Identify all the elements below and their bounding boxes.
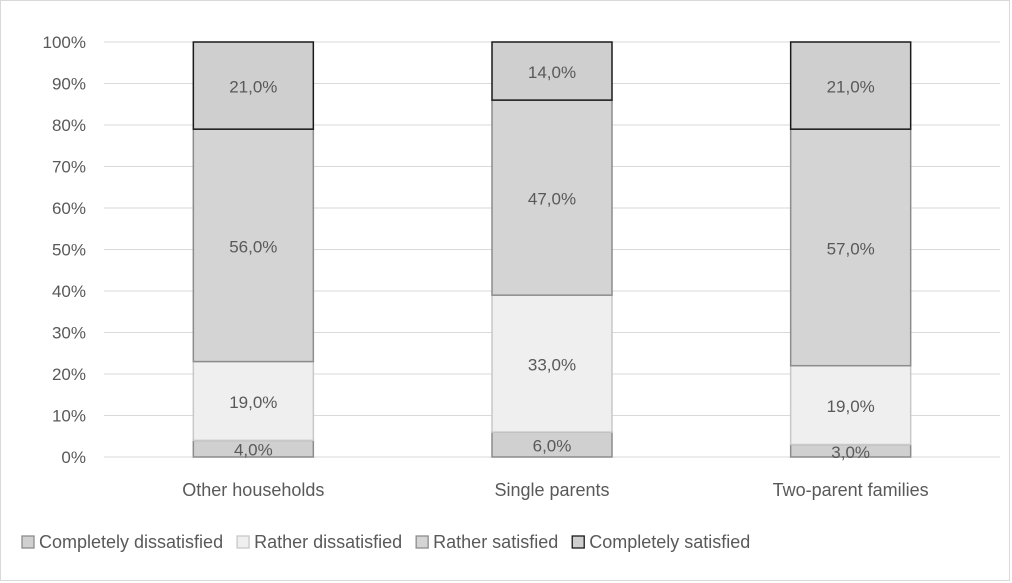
bar-segment-rather-satisfied <box>789 128 912 367</box>
data-label: 4,0% <box>234 441 273 460</box>
data-label: 14,0% <box>528 63 576 82</box>
x-category-label: Two-parent families <box>773 480 929 500</box>
y-tick-label: 90% <box>52 75 86 94</box>
legend-swatch-completely-dissatisfied <box>21 535 35 549</box>
legend: Completely dissatisfied Rather dissatisfi… <box>21 532 750 552</box>
legend-swatch-rather-satisfied <box>415 535 429 549</box>
data-label: 47,0% <box>528 190 576 209</box>
data-label: 19,0% <box>827 397 875 416</box>
data-label: 21,0% <box>229 78 277 97</box>
y-tick-label: 70% <box>52 158 86 177</box>
y-tick-label: 60% <box>52 199 86 218</box>
x-axis: Other households Single parents Two-parent… <box>182 480 928 500</box>
y-tick-label: 80% <box>52 116 86 135</box>
legend-label-completely-satisfied: Completely satisfied <box>589 532 750 552</box>
data-label: 57,0% <box>827 239 875 258</box>
bars: 4,0% 19,0% 56,0% 21,0% 6,0% 33,0% 47,0% 14,0% 3,… <box>192 41 912 462</box>
y-tick-label: 0% <box>61 448 86 467</box>
legend-swatch-completely-satisfied <box>571 535 585 549</box>
y-axis: 0% 10% 20% 30% 40% 50% 60% 70% 80% 90% 100% <box>43 33 86 467</box>
bar-segment-rather-dissatisfied <box>491 294 613 433</box>
bar-segment-completely-satisfied <box>192 41 315 130</box>
bar-segment-completely-dissatisfied <box>491 431 613 458</box>
legend-swatch-rather-dissatisfied <box>236 535 250 549</box>
legend-label-rather-satisfied: Rather satisfied <box>433 532 558 552</box>
bar-segment-rather-dissatisfied <box>789 364 912 446</box>
y-tick-label: 20% <box>52 365 86 384</box>
x-category-label: Single parents <box>494 480 609 500</box>
data-label: 56,0% <box>229 237 277 256</box>
bar-segment-completely-satisfied <box>491 41 613 101</box>
bar-segment-rather-dissatisfied <box>192 360 315 442</box>
data-label: 33,0% <box>528 356 576 375</box>
y-tick-label: 100% <box>43 33 86 52</box>
y-tick-label: 40% <box>52 282 86 301</box>
data-label: 19,0% <box>229 393 277 412</box>
data-label: 6,0% <box>533 437 572 456</box>
legend-label-completely-dissatisfied: Completely dissatisfied <box>39 532 223 552</box>
legend-label-rather-dissatisfied: Rather dissatisfied <box>254 532 402 552</box>
bar-segment-rather-satisfied <box>192 128 315 363</box>
y-tick-label: 10% <box>52 407 86 426</box>
data-label: 3,0% <box>831 443 870 462</box>
x-category-label: Other households <box>182 480 324 500</box>
y-tick-label: 30% <box>52 324 86 343</box>
bar-segment-completely-satisfied <box>789 41 912 130</box>
y-tick-label: 50% <box>52 241 86 260</box>
data-label: 21,0% <box>827 78 875 97</box>
